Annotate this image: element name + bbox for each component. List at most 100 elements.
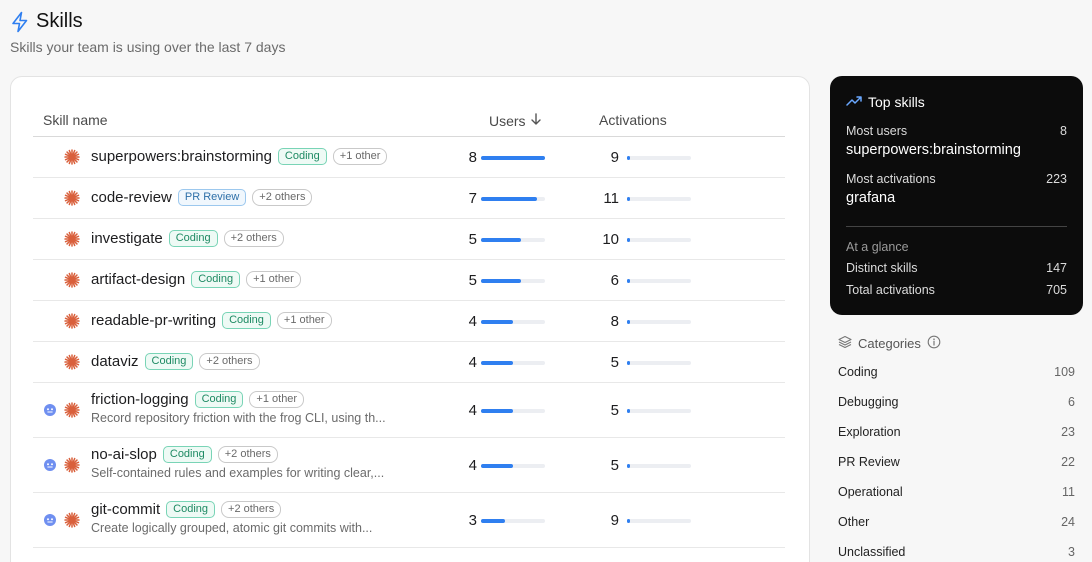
skill-name-line: no-ai-slop Coding +2 others <box>91 446 384 463</box>
skill-name-block: superpowers:brainstorming Coding +1 other <box>91 148 388 165</box>
category-tag[interactable]: Coding <box>168 230 218 247</box>
table-row[interactable]: investigate Coding +2 others 5 10 <box>33 219 785 260</box>
column-header-users-label: Users <box>489 112 526 129</box>
table-row[interactable]: friction-logging Coding +1 other Record rep… <box>33 383 785 438</box>
category-count: 24 <box>1061 515 1075 529</box>
skill-name-block: no-ai-slop Coding +2 others Self-contained … <box>91 446 384 480</box>
other-categories-tag[interactable]: +2 others <box>199 353 260 370</box>
category-name: Unclassified <box>838 545 906 559</box>
spark-icon <box>64 402 80 418</box>
table-row[interactable]: dataviz Coding +2 others 4 5 <box>33 342 785 383</box>
users-bar-fill <box>481 279 521 283</box>
column-header-skill-name[interactable]: Skill name <box>43 112 108 128</box>
distinct-skills-label: Distinct skills <box>846 261 918 275</box>
spark-icon <box>64 512 80 528</box>
skill-name-block: code-review PR Review +2 others <box>91 189 313 206</box>
category-tag[interactable]: Coding <box>144 353 194 370</box>
sort-arrow-down-icon <box>530 112 542 129</box>
categories-list: Coding 109 Debugging 6 Exploration 23 PR Revie… <box>838 365 1075 562</box>
most-users-count: 8 <box>1060 124 1067 138</box>
table-row[interactable]: git-commit Coding +2 others Create logicall… <box>33 493 785 548</box>
spark-icon <box>64 190 80 206</box>
category-tag[interactable]: PR Review <box>177 189 247 206</box>
skill-description: Record repository friction with the frog… <box>91 411 386 425</box>
column-header-activations[interactable]: Activations <box>599 112 667 128</box>
other-categories-tag[interactable]: +1 other <box>276 312 332 329</box>
activations-bar-fill <box>627 156 630 160</box>
category-row[interactable]: PR Review 22 <box>838 455 1075 485</box>
users-count: 5 <box>468 231 477 248</box>
category-row[interactable]: Debugging 6 <box>838 395 1075 425</box>
category-tag[interactable]: Coding <box>191 271 241 288</box>
activations-bar <box>627 361 691 365</box>
other-categories-tag[interactable]: +1 other <box>249 391 305 408</box>
table-row[interactable]: no-ai-slop Coding +2 others Self-contained … <box>33 438 785 493</box>
users-bar <box>481 464 545 468</box>
info-icon[interactable] <box>927 335 941 352</box>
skill-name-block: friction-logging Coding +1 other Record rep… <box>91 391 386 425</box>
skill-name-block: readable-pr-writing Coding +1 other <box>91 312 332 329</box>
skill-name[interactable]: no-ai-slop <box>91 446 157 463</box>
users-count: 3 <box>468 512 477 529</box>
category-tag[interactable]: Coding <box>194 391 244 408</box>
skill-name[interactable]: friction-logging <box>91 391 189 408</box>
users-bar <box>481 279 545 283</box>
most-users-label: Most users <box>846 124 908 138</box>
bot-icon <box>43 403 57 417</box>
activations-count: 5 <box>610 457 619 474</box>
most-activations-row: Most activations 223 <box>846 172 1067 186</box>
activations-count: 5 <box>610 402 619 419</box>
category-count: 11 <box>1062 485 1075 499</box>
skill-name[interactable]: readable-pr-writing <box>91 312 217 329</box>
activations-bar <box>627 197 691 201</box>
table-row[interactable]: readable-pr-writing Coding +1 other 4 8 <box>33 301 785 342</box>
category-row[interactable]: Exploration 23 <box>838 425 1075 455</box>
users-bar-fill <box>481 320 513 324</box>
users-bar-fill <box>481 464 513 468</box>
other-categories-tag[interactable]: +2 others <box>223 230 284 247</box>
category-name: Exploration <box>838 425 901 439</box>
activations-bar-fill <box>627 464 630 468</box>
table-row[interactable]: artifact-design Coding +1 other 5 6 <box>33 260 785 301</box>
category-tag[interactable]: Coding <box>162 446 212 463</box>
users-bar <box>481 409 545 413</box>
other-categories-tag[interactable]: +2 others <box>217 446 278 463</box>
table-row[interactable]: superpowers:brainstorming Coding +1 other 8… <box>33 137 785 178</box>
category-count: 23 <box>1061 425 1075 439</box>
activations-bar-fill <box>627 361 630 365</box>
category-row[interactable]: Operational 11 <box>838 485 1075 515</box>
activations-count: 9 <box>610 149 619 166</box>
skill-name[interactable]: investigate <box>91 230 163 247</box>
other-categories-tag[interactable]: +2 others <box>252 189 313 206</box>
skill-name[interactable]: dataviz <box>91 353 139 370</box>
users-bar-fill <box>481 361 513 365</box>
other-categories-tag[interactable]: +2 others <box>221 501 282 518</box>
skill-name[interactable]: git-commit <box>91 501 161 518</box>
category-count: 6 <box>1068 395 1075 409</box>
trending-up-icon <box>846 94 862 110</box>
activations-count: 9 <box>610 512 619 529</box>
skill-name[interactable]: superpowers:brainstorming <box>91 148 272 165</box>
layers-icon <box>838 335 852 352</box>
activations-bar-fill <box>627 279 630 283</box>
most-activations-skill: grafana <box>846 190 896 206</box>
category-count: 22 <box>1061 455 1075 469</box>
skill-name-line: artifact-design Coding +1 other <box>91 271 301 288</box>
category-tag[interactable]: Coding <box>277 148 327 165</box>
category-row[interactable]: Unclassified 3 <box>838 545 1075 562</box>
activations-count: 11 <box>603 190 619 207</box>
skill-name[interactable]: artifact-design <box>91 271 186 288</box>
category-row[interactable]: Coding 109 <box>838 365 1075 395</box>
category-tag[interactable]: Coding <box>166 501 216 518</box>
activations-count: 5 <box>610 354 619 371</box>
skill-name[interactable]: code-review <box>91 189 172 206</box>
users-bar-fill <box>481 197 537 201</box>
other-categories-tag[interactable]: +1 other <box>246 271 301 288</box>
total-activations-row: Total activations 705 <box>846 283 1067 297</box>
category-tag[interactable]: Coding <box>222 312 271 329</box>
skill-name-line: investigate Coding +2 others <box>91 230 284 247</box>
column-header-users[interactable]: Users <box>489 112 542 129</box>
other-categories-tag[interactable]: +1 other <box>332 148 388 165</box>
table-row[interactable]: code-review PR Review +2 others 7 11 <box>33 178 785 219</box>
category-row[interactable]: Other 24 <box>838 515 1075 545</box>
